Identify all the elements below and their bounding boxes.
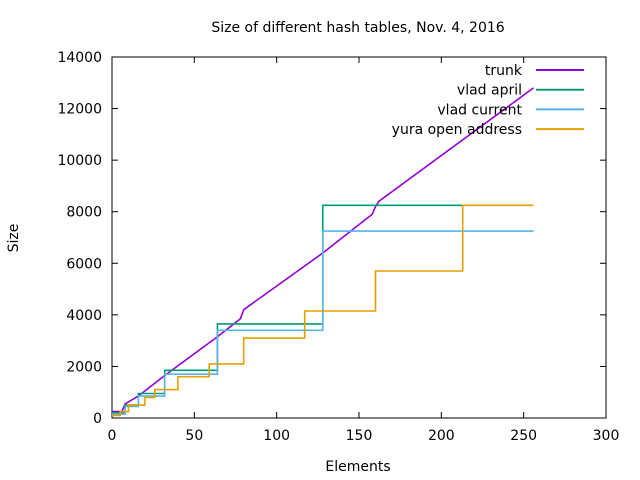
y-tick-label: 0	[93, 411, 102, 427]
y-tick-label: 12000	[57, 102, 102, 118]
x-tick-label: 100	[263, 428, 290, 444]
y-tick-label: 4000	[66, 308, 102, 324]
y-tick-label: 8000	[66, 205, 102, 221]
legend-label: trunk	[485, 63, 523, 79]
series-line-trunk	[112, 87, 534, 413]
y-tick-label: 10000	[57, 153, 102, 169]
y-tick-label: 2000	[66, 359, 102, 375]
legend-label: vlad current	[437, 102, 522, 118]
plot-border	[111, 56, 607, 419]
x-tick-label: 250	[510, 428, 537, 444]
plot-area: 0 50 100 150 200 250 300 0 2000 4000 6000 8000 10000…	[57, 50, 619, 444]
y-tick-label: 6000	[66, 256, 102, 272]
legend-label: yura open address	[392, 122, 522, 138]
chart-title: Size of different hash tables, Nov. 4, 2…	[211, 20, 504, 36]
y-tick-label: 14000	[57, 50, 102, 66]
x-tick-label: 50	[185, 428, 203, 444]
legend-label: vlad april	[457, 83, 522, 99]
x-axis-label: Elements	[325, 459, 390, 475]
series-line-vlad-current	[112, 230, 534, 415]
x-tick-label: 0	[108, 428, 117, 444]
x-tick-label: 200	[428, 428, 455, 444]
series-line-yura-open-address	[112, 204, 534, 417]
legend: trunk vlad april vlad current yura open add…	[392, 63, 584, 138]
x-tick-label: 300	[593, 428, 620, 444]
x-tick-label: 150	[346, 428, 373, 444]
y-axis-label: Size	[6, 224, 22, 253]
